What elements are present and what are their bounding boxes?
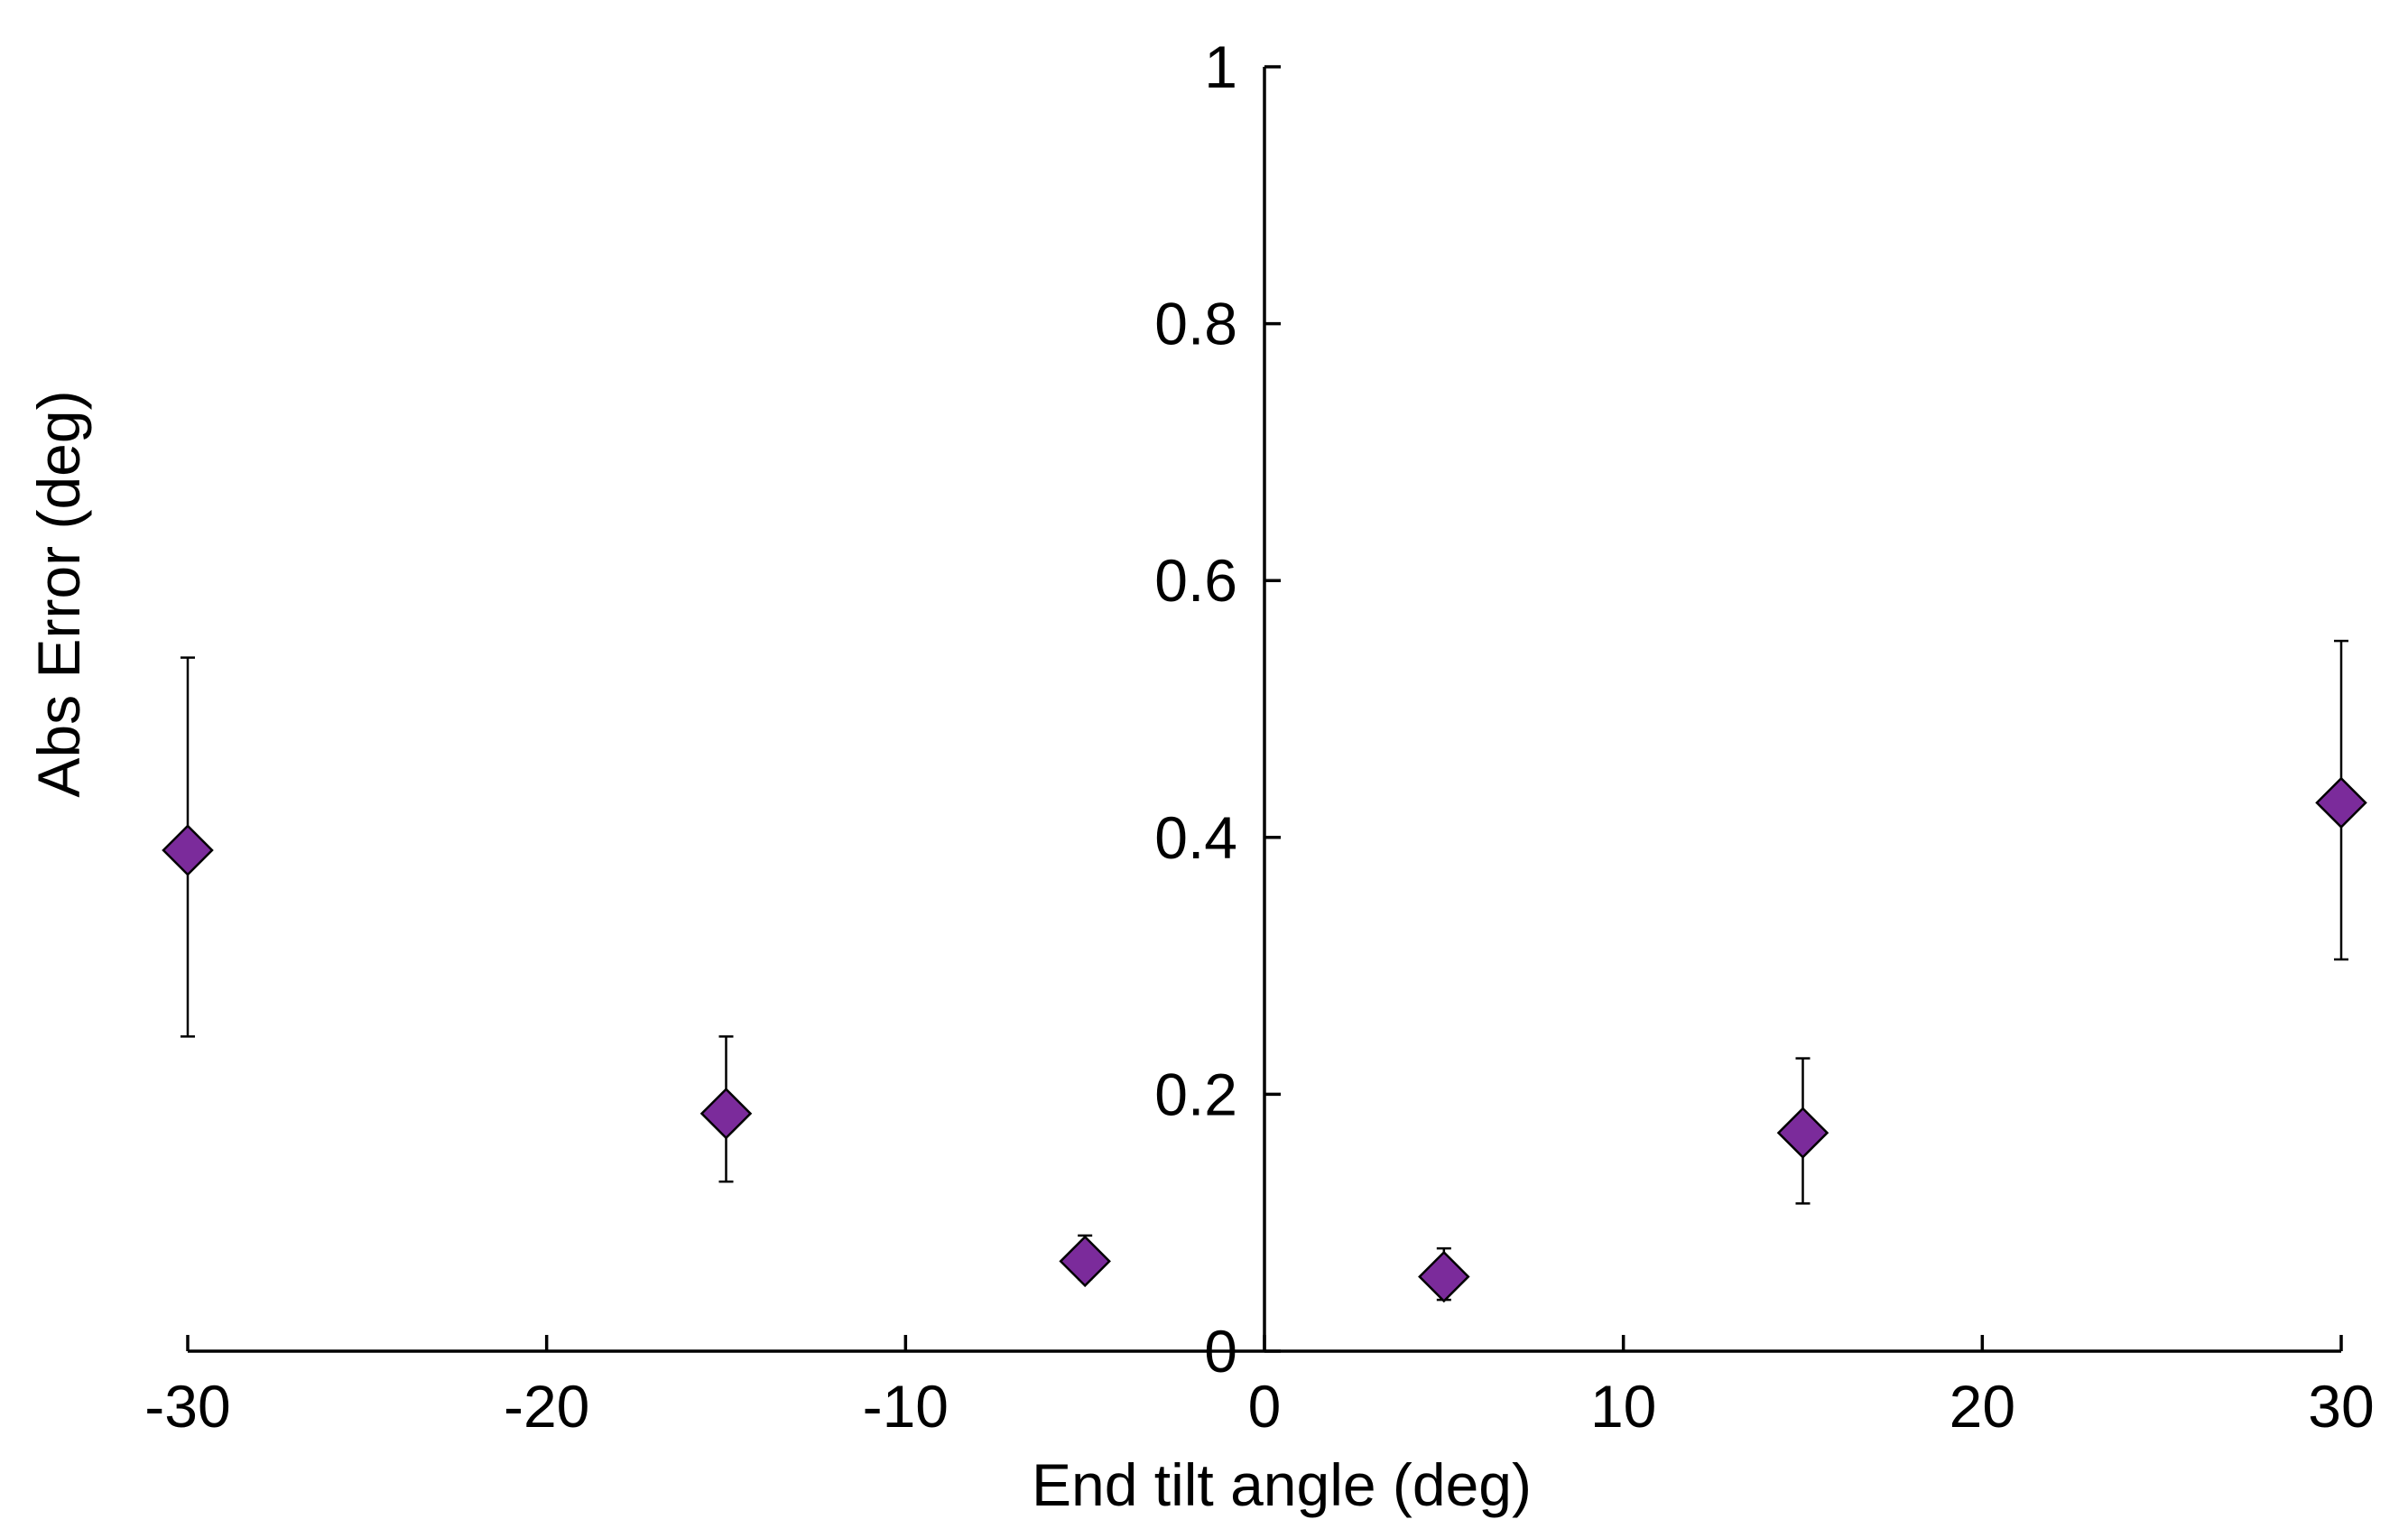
axes xyxy=(188,67,2341,1353)
x-tick-label: 20 xyxy=(1950,1373,2015,1440)
x-axis-title: End tilt angle (deg) xyxy=(1032,1451,1532,1518)
y-tick-label: 0.8 xyxy=(1154,291,1237,357)
ticks: -30 -20 -10 0 10 20 30 0 0.2 0.4 0.6 0.8 1 xyxy=(144,33,2374,1440)
y-axis-title: Abs Error (deg) xyxy=(25,390,92,797)
data-point xyxy=(1418,1250,1470,1303)
data-points xyxy=(162,776,2367,1303)
y-tick-label: 0.4 xyxy=(1154,804,1237,871)
y-tick-label: 0.6 xyxy=(1154,547,1237,614)
data-point xyxy=(2315,776,2367,829)
x-tick-label: -30 xyxy=(144,1373,230,1440)
y-tick-label: 0 xyxy=(1204,1318,1237,1385)
x-tick-label: -20 xyxy=(504,1373,589,1440)
data-point xyxy=(699,1087,753,1140)
data-point xyxy=(162,824,214,876)
x-tick-label: 10 xyxy=(1590,1373,1656,1440)
data-point xyxy=(1059,1235,1111,1288)
y-tick-label: 0.2 xyxy=(1154,1061,1237,1127)
x-tick-label: 30 xyxy=(2308,1373,2374,1440)
y-tick-label: 1 xyxy=(1204,33,1237,100)
x-tick-label: 0 xyxy=(1248,1373,1282,1440)
data-point xyxy=(1776,1107,1829,1159)
x-tick-label: -10 xyxy=(863,1373,949,1440)
